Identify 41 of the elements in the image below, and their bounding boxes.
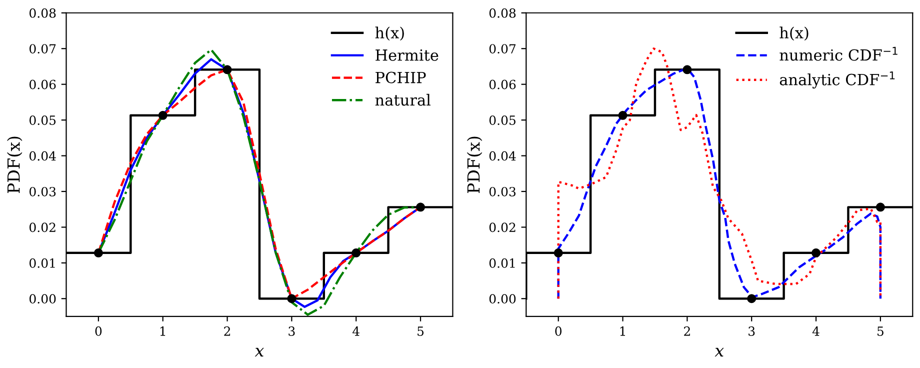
legend-label: PCHIP (376, 72, 426, 84)
x-tick-label: 1 (160, 326, 166, 336)
x-tick-label: 0 (555, 326, 562, 336)
x-axis-title: x (254, 348, 264, 357)
x-tick-label: 4 (352, 326, 360, 336)
y-tick-label: 0.02 (489, 222, 516, 232)
y-tick-label: 0.03 (489, 186, 516, 196)
legend-label: h(x) (780, 26, 808, 41)
y-axis-title: PDF(x) (7, 136, 22, 194)
y-tick-label: 0.01 (30, 258, 55, 268)
y-tick-label: 0.03 (30, 186, 56, 196)
y-tick-label: 0.00 (30, 294, 56, 304)
y-tick-label: 0.06 (30, 80, 56, 90)
legend-label: numeric CDF$^{−1}$ (780, 46, 898, 61)
x-tick-label: 4 (812, 326, 820, 336)
x-tick-label: 2 (684, 326, 690, 336)
y-tick-label: 0.08 (489, 8, 516, 18)
y-tick-label: 0.00 (489, 294, 516, 304)
y-tick-label: 0.05 (489, 116, 516, 125)
legend-label: natural (375, 94, 431, 106)
x-tick-label: 5 (878, 326, 884, 336)
x-tick-label: 3 (288, 326, 295, 336)
x-tick-label: 5 (418, 326, 424, 336)
y-tick-label: 0.02 (30, 222, 56, 232)
x-tick-label: 2 (224, 326, 230, 336)
y-axis-title: PDF(x) (466, 136, 482, 194)
x-tick-label: 0 (95, 326, 102, 336)
legend-label: analytic CDF$^{−1}$ (780, 71, 895, 89)
y-tick-label: 0.05 (30, 116, 56, 125)
y-tick-label: 0.07 (489, 44, 516, 54)
y-tick-label: 0.06 (489, 80, 516, 90)
y-tick-label: 0.07 (30, 44, 56, 54)
y-tick-label: 0.08 (30, 8, 56, 18)
legend-label: h(x) (375, 26, 404, 41)
x-axis-title: x (714, 348, 724, 357)
y-tick-label: 0.04 (30, 151, 56, 161)
x-tick-label: 3 (748, 326, 755, 336)
x-tick-label: 1 (620, 326, 625, 336)
legend-label: Hermite (376, 49, 438, 61)
y-tick-label: 0.04 (489, 151, 516, 161)
y-tick-label: 0.01 (489, 258, 515, 268)
